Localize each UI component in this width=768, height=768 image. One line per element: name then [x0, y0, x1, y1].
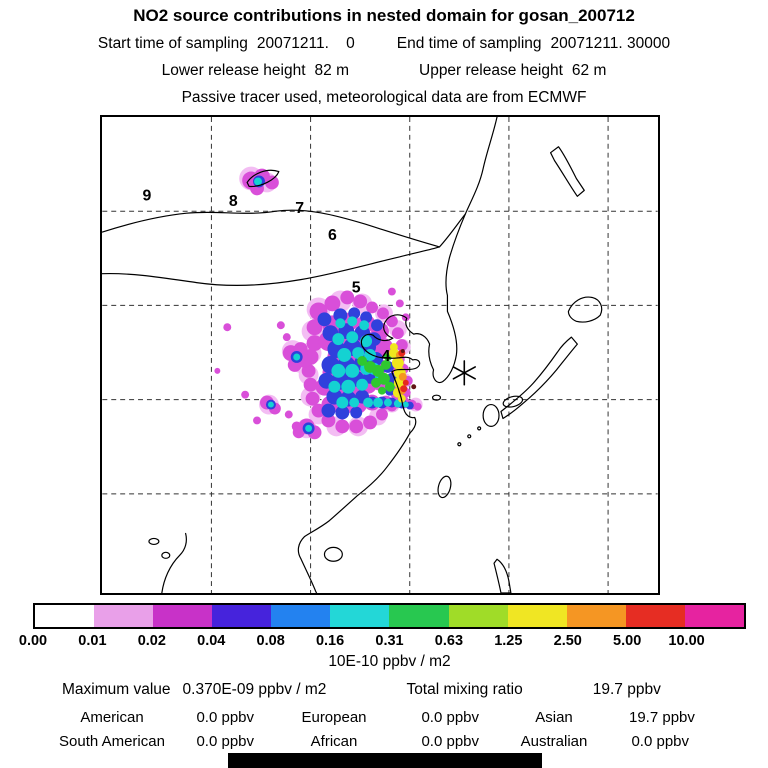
region-south-american-label: South American [59, 732, 165, 750]
colorbar-cell [389, 605, 449, 627]
colorbar-cell [625, 605, 685, 627]
colorbar-tick: 0.31 [375, 633, 404, 649]
region-american-label: American [80, 708, 144, 726]
border-mongolia-south [102, 246, 441, 287]
island-honshu [500, 336, 578, 420]
region-label-4: 4 [382, 348, 391, 365]
colorbar-tick: 0.00 [18, 633, 48, 649]
ryukyu-island-2 [467, 434, 472, 439]
colorbar-cell [330, 605, 390, 627]
colorbar-tick: 2.50 [553, 633, 582, 649]
region-european-value: 0.0 ppbv [421, 708, 479, 726]
sampling-times-line: Start time of sampling 20071211. 0 End tim… [0, 35, 768, 53]
region-american-value: 0.0 ppbv [196, 708, 254, 726]
island-sakhalin [549, 146, 585, 197]
tracer-note: Passive tracer used, meteorological data… [181, 89, 587, 106]
coast-indochina-west [161, 532, 187, 593]
start-time-value: 20071211. 0 [256, 35, 355, 52]
release-heights-line: Lower release height 82 m Upper release he… [0, 62, 768, 80]
colorbar-tick: 0.08 [256, 633, 285, 649]
start-time-label: Start time of sampling [97, 35, 248, 52]
coastlines [102, 117, 603, 593]
region-australian-label: Australian [520, 732, 588, 750]
map-panel: 9 8 7 6 5 4 [100, 115, 660, 595]
colorbar-cell [566, 605, 626, 627]
colorbar-tick: 0.16 [315, 633, 345, 649]
colorbar-tick: 0.01 [78, 633, 107, 649]
region-label-7: 7 [295, 200, 304, 217]
lower-release-value: 82 m [314, 62, 349, 79]
plume-cyan [254, 177, 409, 432]
small-island-1 [148, 537, 160, 546]
total-mixing-ratio-value: 19.7 ppbv [592, 681, 661, 698]
region-south-american-value: 0.0 ppbv [196, 732, 254, 750]
region-african-label: African [310, 732, 358, 750]
region-number-labels: 9 8 7 6 5 4 [143, 187, 391, 365]
end-time-label: End time of sampling [396, 35, 542, 52]
colorbar-unit-label: 10E-10 ppbv / m2 [328, 653, 451, 670]
map-gridlines [102, 117, 658, 593]
small-island-2 [161, 551, 171, 559]
island-shikoku [502, 395, 524, 408]
regional-contributions-table: American 0.0 ppbv European 0.0 ppbv Asia… [30, 705, 720, 753]
region-asian-value: 19.7 ppbv [629, 708, 695, 726]
colorbar [33, 603, 746, 629]
colorbar-tick: 0.04 [197, 633, 226, 649]
colorbar-cell [448, 605, 508, 627]
region-label-9: 9 [143, 187, 152, 204]
colorbar-tick: 0.02 [137, 633, 166, 649]
colorbar-cell [153, 605, 213, 627]
bottom-black-bar [228, 753, 542, 768]
colorbar-cell [212, 605, 272, 627]
island-taiwan [437, 475, 452, 499]
colorbar-tick: 10.00 [668, 633, 705, 649]
region-asian-label: Asian [535, 708, 573, 726]
border-russia-china [438, 213, 466, 248]
lower-release-label: Lower release height [161, 62, 306, 79]
colorbar-ticks: 0.00 0.01 0.02 0.04 0.08 0.16 0.31 0.63 … [19, 633, 746, 651]
plume-layer [214, 166, 423, 440]
region-australian-value: 0.0 ppbv [631, 732, 689, 750]
colorbar-cell [35, 605, 95, 627]
island-hainan [323, 546, 343, 562]
lake-baikal [246, 169, 280, 188]
colorbar-cell [271, 605, 331, 627]
ryukyu-island-3 [477, 426, 482, 431]
total-mixing-ratio-label: Total mixing ratio [406, 681, 523, 698]
colorbar-cell [94, 605, 154, 627]
receptor-star-icon [452, 360, 476, 386]
island-kyushu [482, 403, 500, 427]
upper-release-value: 62 m [571, 62, 607, 79]
ryukyu-island-1 [457, 442, 462, 447]
region-label-5: 5 [352, 280, 361, 297]
continental-coastline [297, 117, 498, 593]
summary-stats-line: Maximum value 0.370E-09 ppbv / m2 Total mi… [0, 681, 768, 699]
colorbar-cell [684, 605, 744, 627]
max-value: 0.370E-09 ppbv / m2 [182, 681, 327, 698]
border-mongolia-north [102, 209, 441, 248]
max-value-label: Maximum value [62, 681, 171, 698]
island-luzon [493, 558, 512, 593]
region-african-value: 0.0 ppbv [421, 732, 479, 750]
plume-max-spot [400, 349, 417, 390]
figure-title: NO2 source contributions in nested domai… [133, 6, 635, 25]
region-label-6: 6 [328, 227, 337, 244]
plume-red [398, 349, 409, 393]
end-time-value: 20071211. 30000 [550, 35, 671, 52]
colorbar-cell [507, 605, 567, 627]
island-hokkaido [567, 296, 603, 323]
region-european-label: European [301, 708, 367, 726]
colorbar-tick: 0.63 [434, 633, 464, 649]
colorbar-tick: 1.25 [494, 633, 523, 649]
colorbar-tick: 5.00 [613, 633, 642, 649]
plume-green [357, 353, 395, 395]
region-label-8: 8 [229, 193, 238, 210]
island-jeju [431, 394, 442, 401]
upper-release-label: Upper release height [419, 62, 563, 79]
map-svg: 9 8 7 6 5 4 [102, 117, 658, 593]
